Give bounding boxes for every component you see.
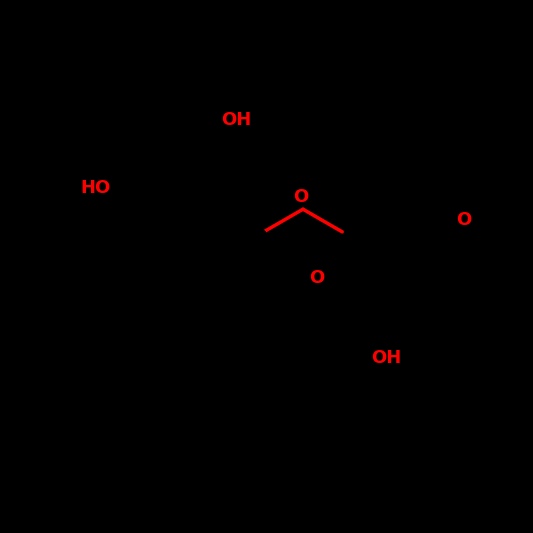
Text: O: O [456, 211, 471, 229]
Text: OH: OH [372, 349, 401, 367]
Text: HO: HO [80, 179, 110, 197]
Text: O: O [309, 269, 325, 287]
Text: O: O [293, 189, 308, 206]
Text: OH: OH [221, 111, 251, 129]
